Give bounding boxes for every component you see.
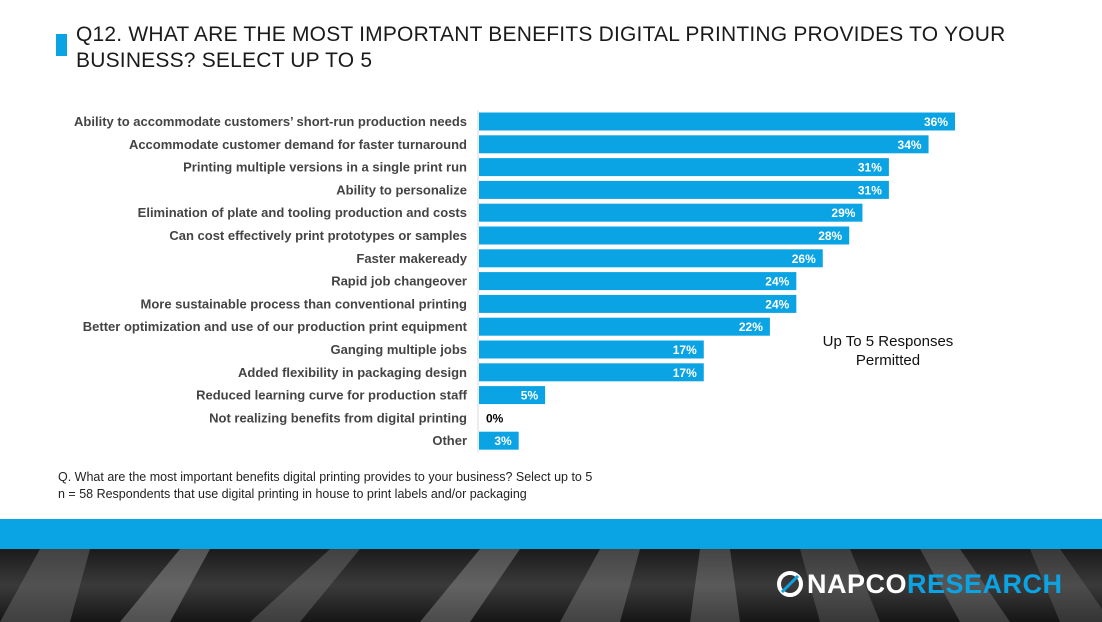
annotation-line-2: Permitted bbox=[855, 352, 921, 369]
category-label: Ability to accommodate customers’ short-… bbox=[74, 114, 467, 129]
data-label: 24% bbox=[765, 275, 789, 289]
bar bbox=[479, 363, 704, 382]
data-label: 3% bbox=[494, 434, 512, 448]
data-label: 17% bbox=[673, 366, 697, 380]
data-label: 31% bbox=[858, 161, 882, 175]
category-label: Ganging multiple jobs bbox=[331, 342, 468, 357]
bar bbox=[479, 203, 863, 222]
napco-research-logo: NAPCO RESEARCH bbox=[776, 566, 1063, 602]
annotation-note: Up To 5 Responses Permitted bbox=[800, 332, 976, 370]
footer-band bbox=[0, 519, 1102, 622]
bar bbox=[479, 294, 797, 313]
bar bbox=[479, 386, 546, 405]
footer-stripes-graphic bbox=[0, 549, 1102, 622]
bar-chart: Ability to accommodate customers’ short-… bbox=[74, 110, 955, 453]
data-label: 0% bbox=[486, 411, 504, 425]
data-label: 34% bbox=[898, 138, 922, 152]
footnote-sample: n = 58 Respondents that use digital prin… bbox=[58, 487, 527, 501]
bar bbox=[479, 340, 704, 359]
data-label: 24% bbox=[765, 297, 789, 311]
bar bbox=[479, 158, 889, 177]
data-label: 17% bbox=[673, 343, 697, 357]
category-label: Printing multiple versions in a single p… bbox=[183, 160, 467, 175]
logo-text-research: RESEARCH bbox=[907, 568, 1063, 599]
data-label: 31% bbox=[858, 183, 882, 197]
footer-blue-strip bbox=[0, 519, 1102, 549]
data-label: 36% bbox=[924, 115, 948, 129]
bar bbox=[479, 135, 929, 154]
category-label: Rapid job changeover bbox=[331, 274, 467, 289]
footer-decorative-photo bbox=[0, 549, 1102, 622]
category-label: Elimination of plate and tooling product… bbox=[138, 205, 467, 220]
bar bbox=[479, 317, 770, 336]
logo-text-napco: NAPCO bbox=[807, 568, 908, 599]
category-label: Can cost effectively print prototypes or… bbox=[169, 228, 467, 243]
bar bbox=[479, 431, 519, 450]
footnote: Q. What are the most important benefits … bbox=[58, 469, 592, 503]
bar bbox=[479, 249, 823, 268]
annotation-line-1: Up To 5 Responses bbox=[822, 333, 954, 350]
category-label: Better optimization and use of our produ… bbox=[83, 319, 468, 334]
bar bbox=[479, 226, 850, 245]
footnote-question: Q. What are the most important benefits … bbox=[58, 470, 593, 484]
category-label: Faster makeready bbox=[356, 251, 467, 266]
data-label: 5% bbox=[521, 389, 539, 403]
bar bbox=[479, 180, 889, 199]
data-label: 26% bbox=[792, 252, 816, 266]
napco-logo-icon bbox=[777, 571, 803, 597]
category-label: Reduced learning curve for production st… bbox=[196, 388, 468, 403]
data-label: 22% bbox=[739, 320, 763, 334]
bar bbox=[479, 112, 955, 131]
data-label: 28% bbox=[818, 229, 842, 243]
category-label: Added flexibility in packaging design bbox=[238, 365, 467, 380]
category-label: Accommodate customer demand for faster t… bbox=[129, 137, 467, 152]
category-label: More sustainable process than convention… bbox=[141, 296, 468, 311]
category-label: Not realizing benefits from digital prin… bbox=[209, 410, 467, 425]
data-label: 29% bbox=[831, 206, 855, 220]
category-label: Other bbox=[432, 433, 467, 448]
slide-title: Q12. WHAT ARE THE MOST IMPORTANT BENEFIT… bbox=[76, 23, 1006, 72]
title-accent-bar bbox=[56, 34, 67, 56]
category-label: Ability to personalize bbox=[336, 182, 467, 197]
bar bbox=[479, 272, 797, 291]
